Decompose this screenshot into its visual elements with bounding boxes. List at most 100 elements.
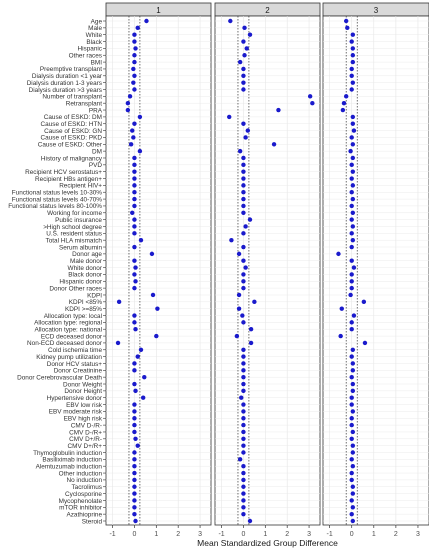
data-point <box>349 327 354 332</box>
data-point <box>349 231 354 236</box>
data-point <box>132 190 137 195</box>
y-tick-label: Basiliximab induction <box>42 457 102 464</box>
data-point <box>227 114 232 120</box>
data-point <box>307 94 313 99</box>
data-point <box>132 381 137 387</box>
data-point <box>132 203 137 209</box>
data-point <box>243 224 248 229</box>
data-point <box>350 142 356 147</box>
data-point <box>350 59 356 65</box>
y-tick-label: PRA <box>89 107 103 114</box>
data-point <box>252 299 257 305</box>
y-tick-label: Donor Height <box>64 388 102 395</box>
data-point <box>241 176 246 181</box>
x-tick-label: 3 <box>307 531 311 538</box>
data-point <box>132 477 137 483</box>
data-point <box>349 511 354 517</box>
data-point <box>135 25 140 31</box>
data-point <box>144 18 149 24</box>
data-point <box>349 374 354 380</box>
data-point <box>142 374 147 380</box>
data-point <box>241 183 246 188</box>
data-point <box>131 135 136 140</box>
data-point <box>132 244 137 250</box>
panel-1 <box>105 15 212 526</box>
data-point <box>349 457 354 462</box>
x-tick-label: 0 <box>241 531 245 538</box>
data-point <box>348 292 353 298</box>
y-tick-label: Other races <box>69 53 102 60</box>
data-point <box>241 196 246 202</box>
data-point <box>349 66 354 72</box>
data-point <box>362 340 368 346</box>
data-point <box>349 285 354 291</box>
data-point <box>132 422 137 428</box>
data-point <box>133 436 138 442</box>
data-point <box>343 94 349 99</box>
data-point <box>241 464 246 469</box>
y-tick-label: Donor HCV status+ <box>47 361 102 368</box>
data-point <box>242 53 247 58</box>
data-point <box>350 347 356 352</box>
data-point <box>350 505 356 510</box>
data-point <box>132 505 137 510</box>
data-point <box>349 87 354 92</box>
y-tick-label: Alemtuzumab induction <box>36 464 103 471</box>
data-point <box>349 39 354 44</box>
data-point <box>125 100 131 106</box>
data-point <box>150 292 156 298</box>
data-point <box>241 39 246 44</box>
data-point <box>241 477 246 483</box>
y-tick-label: Donor Creatinine <box>54 368 103 375</box>
y-tick-label: Cause of ESKD: GN <box>44 128 102 135</box>
x-tick-label: -1 <box>218 531 224 538</box>
data-point <box>350 464 356 469</box>
data-point <box>239 395 244 400</box>
data-point <box>349 395 354 400</box>
y-tick-label: DM <box>92 148 102 155</box>
y-tick-label: Dialysis duration <1 year <box>32 73 103 80</box>
y-tick-label: Non-ECD deceased donor <box>27 340 103 347</box>
data-point <box>350 443 356 448</box>
x-axis-title: Mean Standardized Group Difference <box>197 538 338 548</box>
data-point <box>350 80 356 85</box>
data-point <box>241 361 246 366</box>
data-point <box>350 237 356 243</box>
y-tick-label: CMV D+/R+ <box>68 443 103 450</box>
data-point <box>349 470 354 476</box>
y-tick-label: Cause of ESKD: Other <box>38 142 103 149</box>
x-tick-label: 0 <box>132 531 136 538</box>
data-point <box>349 354 354 359</box>
data-point <box>132 217 137 222</box>
data-point <box>361 299 367 305</box>
data-point <box>137 114 143 120</box>
data-point <box>127 94 133 99</box>
x-tick-label: 2 <box>176 531 180 538</box>
data-point <box>350 196 356 202</box>
y-tick-label: Retransplant <box>66 100 102 107</box>
y-tick-label: White donor <box>68 265 103 272</box>
y-tick-label: Azathioprine <box>66 511 102 518</box>
data-point <box>132 32 137 37</box>
y-tick-label: Black <box>86 39 102 46</box>
data-point <box>132 464 137 469</box>
y-tick-label: CMV D-/R- <box>71 422 102 429</box>
y-tick-label: EBV low risk <box>66 402 103 409</box>
data-point <box>132 176 137 181</box>
data-point <box>132 53 137 58</box>
data-point <box>240 313 245 318</box>
data-point <box>228 18 233 24</box>
x-tick-label: 2 <box>285 531 289 538</box>
data-point <box>132 272 137 277</box>
data-point <box>244 46 249 51</box>
panel-2 <box>214 15 321 526</box>
data-point <box>350 361 356 366</box>
y-tick-label: Cause of ESKD: PKD <box>41 135 103 142</box>
data-point <box>241 203 246 209</box>
x-tick-label: 1 <box>263 531 267 538</box>
data-point <box>155 306 160 311</box>
data-point <box>241 409 246 414</box>
y-tick-label: History of malignancy <box>41 155 103 162</box>
y-tick-label: Other induction <box>59 470 103 477</box>
